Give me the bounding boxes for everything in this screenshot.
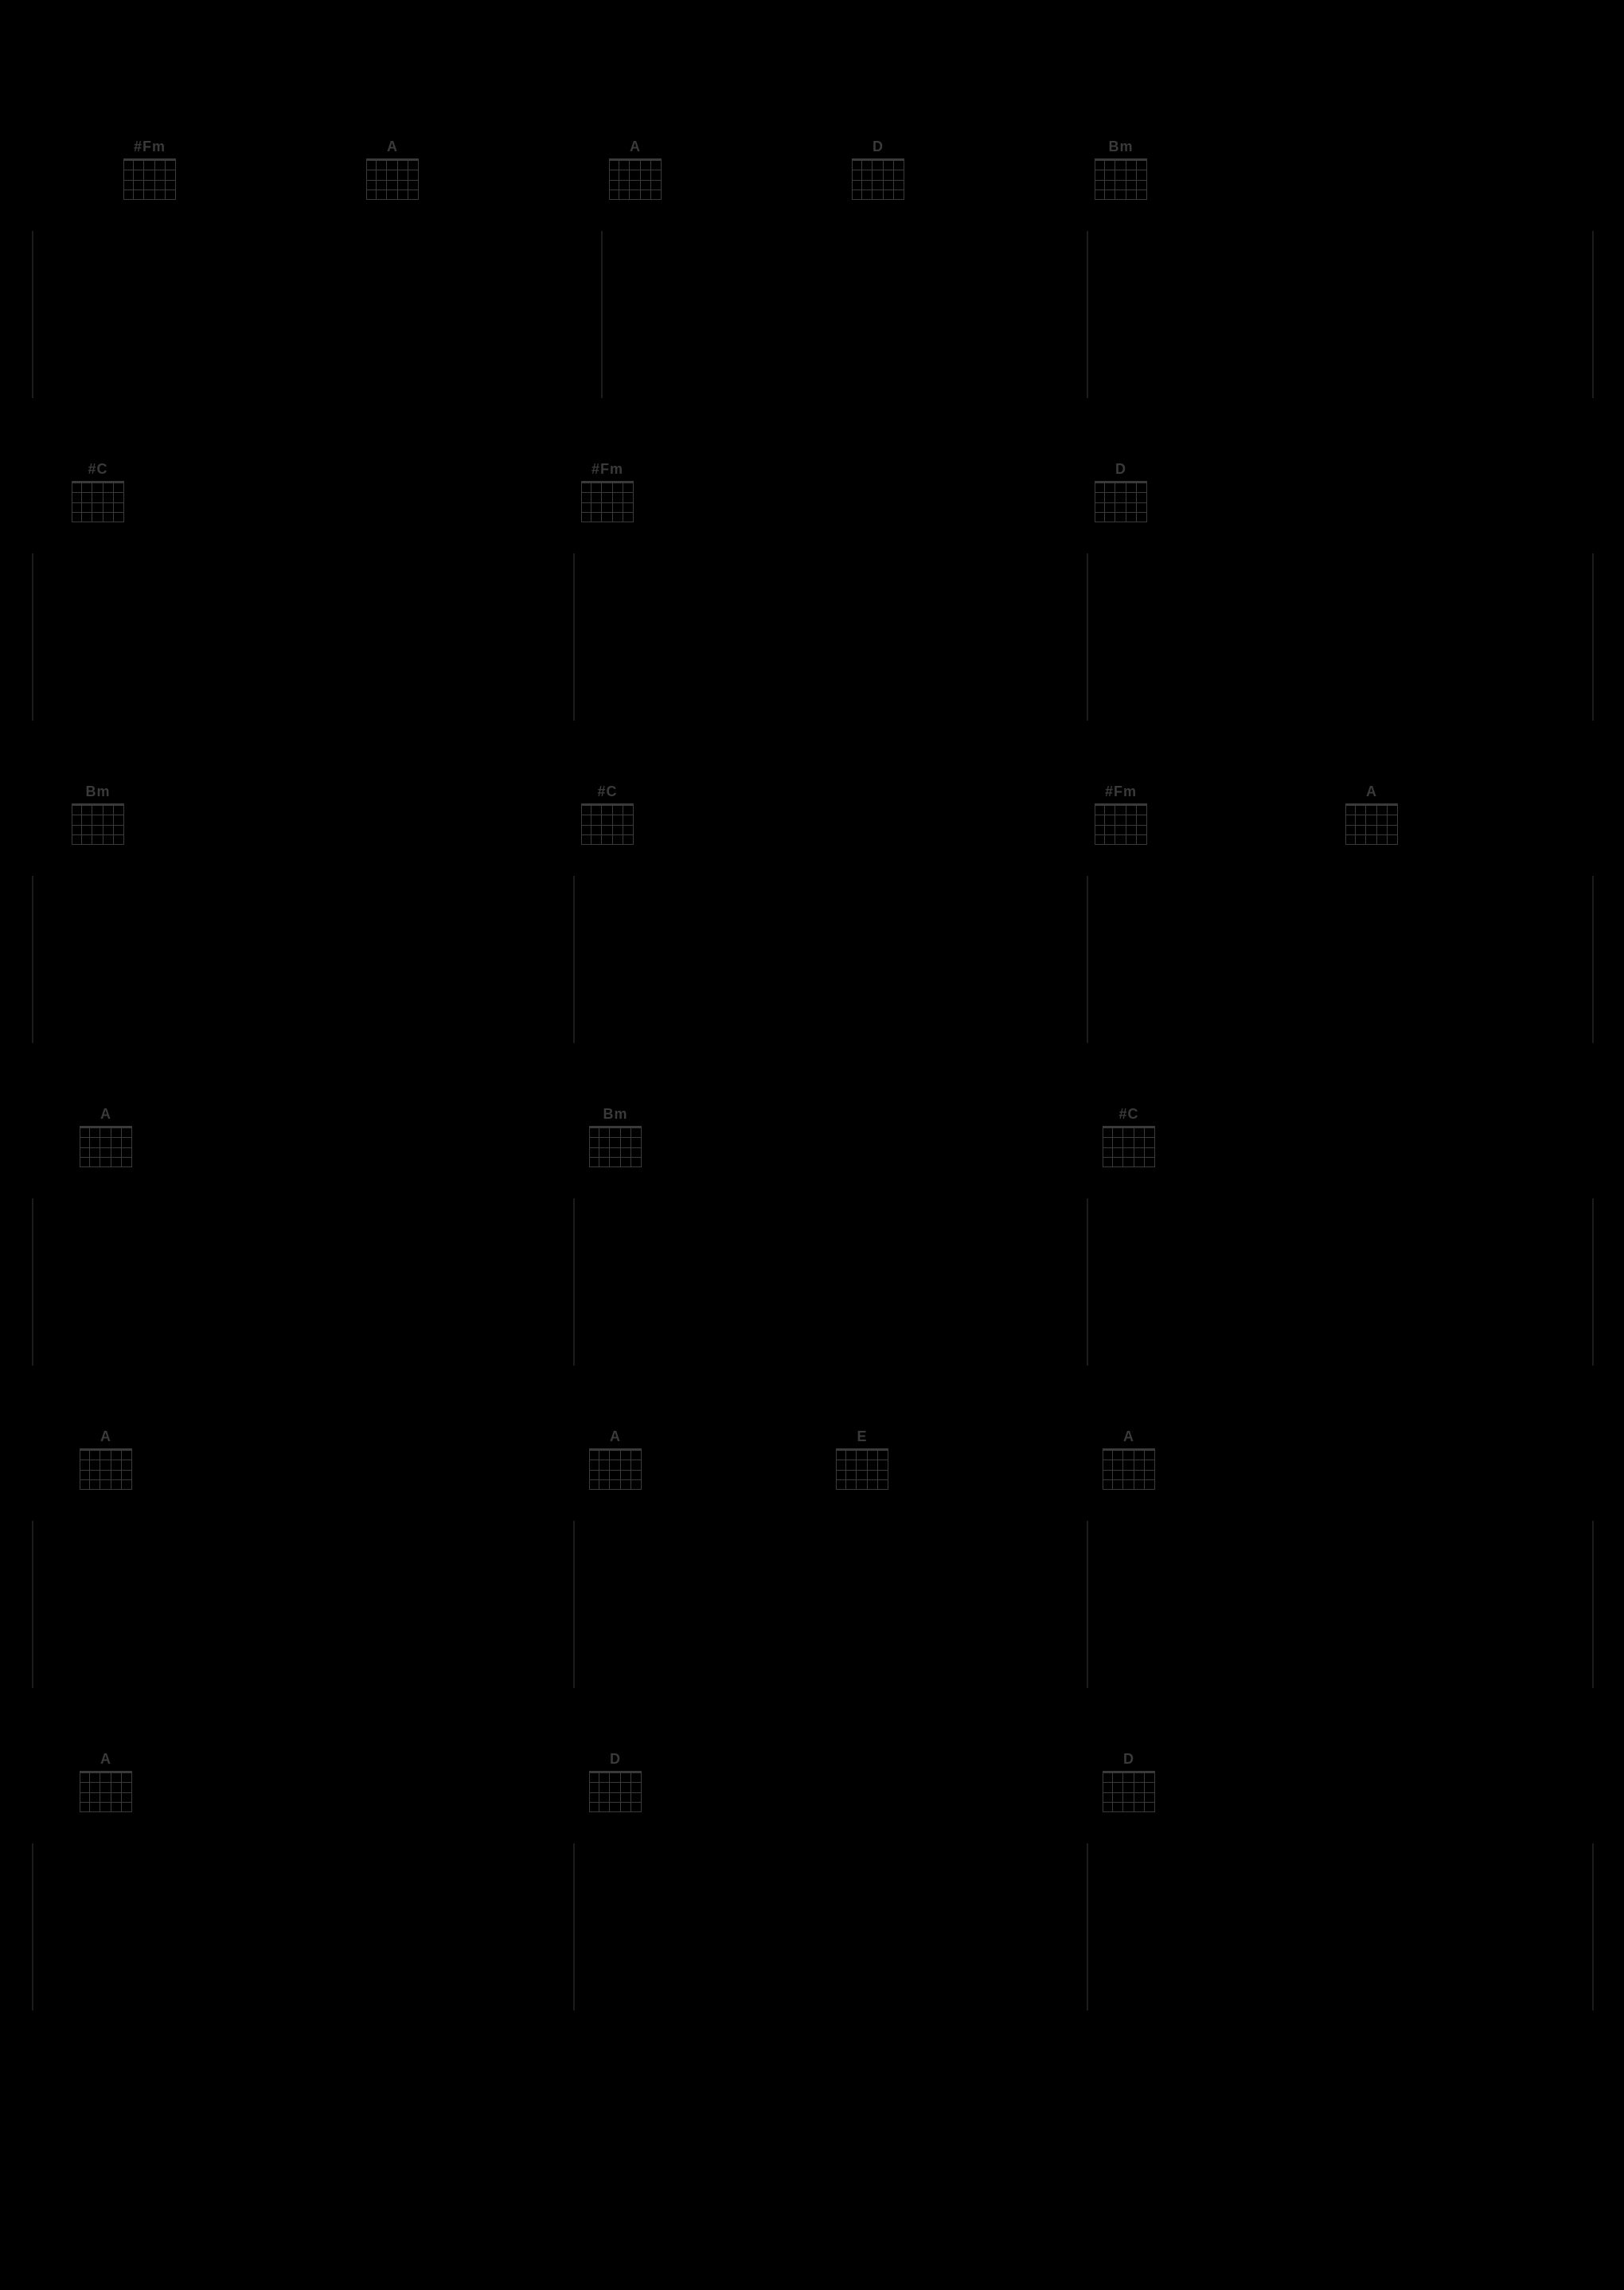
fretboard xyxy=(1103,1771,1155,1812)
barline xyxy=(1592,553,1594,721)
barline xyxy=(601,231,603,398)
fretboard xyxy=(589,1448,642,1490)
chord-diagram: #Fm xyxy=(1095,784,1147,845)
staff xyxy=(32,231,1592,398)
fretboard xyxy=(80,1126,132,1167)
chord-diagram: Bm xyxy=(589,1107,642,1167)
chord-label: #Fm xyxy=(1105,784,1137,799)
chord-diagram: D xyxy=(589,1752,642,1812)
chord-label: #C xyxy=(88,462,107,476)
fretboard xyxy=(1103,1448,1155,1490)
chord-diagram: #C xyxy=(72,462,124,522)
chord-label: #C xyxy=(1118,1107,1138,1121)
barline xyxy=(573,553,575,721)
chord-label: A xyxy=(387,139,398,154)
chord-label: A xyxy=(630,139,641,154)
chord-label: Bm xyxy=(1108,139,1133,154)
chord-label: A xyxy=(100,1429,111,1444)
barline xyxy=(1087,876,1088,1043)
chord-diagram: A xyxy=(366,139,419,200)
chord-diagram: D xyxy=(1103,1752,1155,1812)
chord-label: #Fm xyxy=(591,462,623,476)
barline xyxy=(573,876,575,1043)
barline xyxy=(573,1843,575,2011)
chord-diagram: A xyxy=(589,1429,642,1490)
barline xyxy=(1592,1198,1594,1366)
chord-diagram: A xyxy=(1345,784,1398,845)
chord-label: A xyxy=(100,1752,111,1766)
barline xyxy=(32,1521,33,1688)
barline xyxy=(1592,876,1594,1043)
fretboard xyxy=(581,481,634,522)
chord-label: D xyxy=(1123,1752,1134,1766)
chord-diagram: E xyxy=(836,1429,888,1490)
barline xyxy=(1087,553,1088,721)
chord-diagram: D xyxy=(1095,462,1147,522)
chord-diagram: A xyxy=(80,1752,132,1812)
fretboard xyxy=(1345,803,1398,845)
chord-label: E xyxy=(857,1429,867,1444)
chord-diagram: #C xyxy=(581,784,634,845)
fretboard xyxy=(609,158,662,200)
fretboard xyxy=(1095,803,1147,845)
fretboard xyxy=(852,158,904,200)
barline xyxy=(1087,231,1088,398)
staff xyxy=(32,1198,1592,1366)
fretboard xyxy=(72,481,124,522)
fretboard xyxy=(589,1771,642,1812)
chord-label: A xyxy=(1366,784,1377,799)
chord-label: A xyxy=(1123,1429,1134,1444)
barline xyxy=(1592,1521,1594,1688)
chord-diagram: A xyxy=(80,1429,132,1490)
barline xyxy=(32,1198,33,1366)
chord-label: Bm xyxy=(85,784,110,799)
staff xyxy=(32,553,1592,721)
fretboard xyxy=(1095,481,1147,522)
staff xyxy=(32,1521,1592,1688)
chord-label: D xyxy=(873,139,884,154)
chord-label: A xyxy=(610,1429,621,1444)
chord-diagram: #Fm xyxy=(581,462,634,522)
barline xyxy=(1592,1843,1594,2011)
staff xyxy=(32,1843,1592,2011)
barline xyxy=(32,876,33,1043)
barline xyxy=(573,1521,575,1688)
chord-diagram: A xyxy=(1103,1429,1155,1490)
barline xyxy=(1592,231,1594,398)
fretboard xyxy=(80,1771,132,1812)
chord-label: Bm xyxy=(603,1107,627,1121)
barline xyxy=(1087,1843,1088,2011)
barline xyxy=(1087,1198,1088,1366)
chord-label: D xyxy=(1115,462,1126,476)
barline xyxy=(573,1198,575,1366)
barline xyxy=(32,553,33,721)
chord-diagram: Bm xyxy=(1095,139,1147,200)
barline xyxy=(32,231,33,398)
chord-diagram: #Fm xyxy=(123,139,176,200)
chord-label: #C xyxy=(597,784,617,799)
chord-label: A xyxy=(100,1107,111,1121)
fretboard xyxy=(1103,1126,1155,1167)
fretboard xyxy=(589,1126,642,1167)
chord-diagram: #C xyxy=(1103,1107,1155,1167)
fretboard xyxy=(1095,158,1147,200)
fretboard xyxy=(366,158,419,200)
fretboard xyxy=(123,158,176,200)
barline xyxy=(1087,1521,1088,1688)
fretboard xyxy=(836,1448,888,1490)
staff xyxy=(32,876,1592,1043)
fretboard xyxy=(72,803,124,845)
fretboard xyxy=(581,803,634,845)
barline xyxy=(32,1843,33,2011)
chord-label: #Fm xyxy=(134,139,166,154)
chord-diagram: D xyxy=(852,139,904,200)
fretboard xyxy=(80,1448,132,1490)
chord-label: D xyxy=(610,1752,621,1766)
chord-diagram: Bm xyxy=(72,784,124,845)
chord-diagram: A xyxy=(80,1107,132,1167)
sheet-page: #Fm A A D Bm #C #Fm D Bm #C #Fm A A Bm #C A A E A A D D xyxy=(0,0,1624,2290)
chord-diagram: A xyxy=(609,139,662,200)
